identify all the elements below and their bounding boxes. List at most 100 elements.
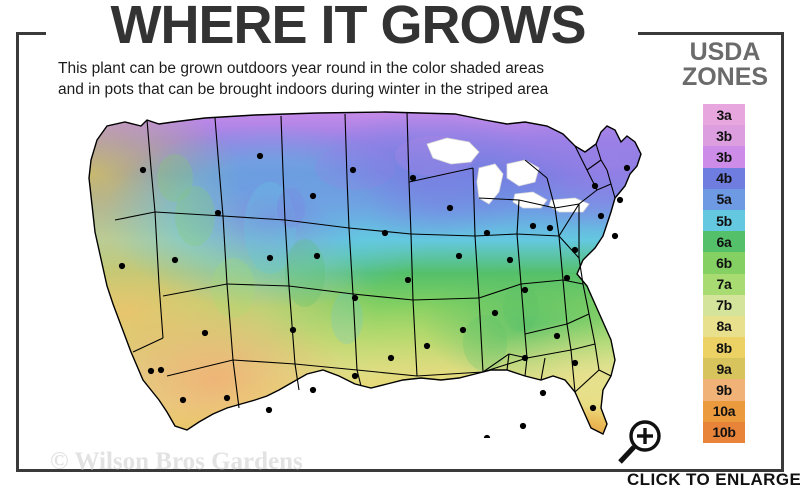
state-capital-dot	[214, 209, 222, 217]
map-zone-fills	[89, 112, 641, 434]
state-capital-dot	[289, 326, 297, 334]
legend-swatch-10a: 10a	[703, 400, 745, 422]
map-outlines	[88, 111, 642, 435]
state-capital-dot	[381, 229, 389, 237]
legend-swatch-10b: 10b	[703, 421, 745, 443]
click-to-enlarge-label[interactable]: CLICK TO ENLARGE	[627, 470, 800, 489]
legend-swatch-3b: 3b	[703, 146, 745, 168]
state-capital-dot	[309, 386, 317, 394]
map-svg[interactable]	[55, 108, 655, 438]
state-capital-dot	[483, 229, 491, 237]
page-title: WHERE IT GROWS	[110, 0, 587, 55]
state-capital-dot	[491, 309, 499, 317]
legend-swatch-9a: 9a	[703, 358, 745, 380]
state-capital-dot	[616, 196, 624, 204]
legend-swatch-3a: 3a	[703, 104, 745, 126]
subtitle-line-1: This plant can be grown outdoors year ro…	[58, 60, 544, 77]
state-capital-dot	[313, 252, 321, 260]
frame-border-bottom-right	[620, 469, 784, 472]
legend-swatch-label: 6b	[716, 254, 732, 271]
state-capital-dot	[506, 256, 514, 264]
legend-swatch-label: 5b	[716, 212, 732, 229]
state-capital-dot	[349, 166, 357, 174]
frame-border-right	[781, 32, 784, 472]
state-capital-dot	[459, 326, 467, 334]
legend-title-line-1: USDA	[689, 38, 761, 66]
state-capital-dot	[519, 422, 527, 430]
legend-swatch-4b: 4b	[703, 167, 745, 189]
legend-swatch-label: 8a	[716, 318, 732, 335]
state-capital-dot	[351, 294, 359, 302]
state-capital-dot	[387, 354, 395, 362]
state-capital-dot	[563, 274, 571, 282]
legend-swatch-6b: 6b	[703, 252, 745, 274]
state-capital-dot	[201, 329, 209, 337]
state-capital-dot	[597, 212, 605, 220]
state-capital-dot	[118, 262, 126, 270]
magnifier-plus-icon[interactable]	[612, 416, 668, 468]
legend-swatch-7b: 7b	[703, 294, 745, 316]
state-capital-dot	[309, 192, 317, 200]
state-capital-dot	[171, 256, 179, 264]
legend-swatch-label: 7b	[716, 297, 732, 314]
state-capital-dot	[404, 276, 412, 284]
legend-swatch-7a: 7a	[703, 273, 745, 295]
legend-swatch-label: 9a	[716, 360, 732, 377]
state-capital-dot	[589, 404, 597, 412]
legend-swatch-8b: 8b	[703, 337, 745, 359]
legend-swatch-label: 4b	[716, 170, 732, 187]
page-subtitle: This plant can be grown outdoors year ro…	[58, 58, 638, 100]
legend-swatch-label: 7a	[716, 276, 732, 293]
state-capital-dot	[455, 252, 463, 260]
legend-swatch-label: 3b	[716, 127, 732, 144]
state-capital-dot	[446, 204, 454, 212]
legend-title-line-2: ZONES	[681, 63, 769, 91]
legend-swatch-label: 10b	[712, 424, 736, 441]
usda-zone-map[interactable]	[55, 108, 655, 438]
state-capital-dot	[147, 367, 155, 375]
state-capital-dot	[179, 396, 187, 404]
legend-swatch-5b: 5b	[703, 209, 745, 232]
legend-swatch-label: 6a	[716, 233, 732, 250]
state-capital-dot	[553, 332, 561, 340]
state-capital-dot	[591, 182, 599, 190]
state-capital-dot	[539, 389, 547, 397]
legend-swatch-6a: 6a	[703, 231, 745, 253]
frame-border-top-right	[638, 32, 784, 35]
legend-swatch-3b: 3b	[703, 125, 745, 147]
legend-title: USDA ZONES	[660, 40, 790, 90]
state-capital-dot	[529, 222, 537, 230]
state-capital-dot	[157, 366, 165, 374]
legend-swatch-9b: 9b	[703, 379, 745, 401]
subtitle-line-2: and in pots that can be brought indoors …	[58, 81, 549, 98]
frame-border-left	[16, 32, 19, 472]
legend-swatch-label: 5a	[716, 191, 732, 208]
state-capital-dot	[571, 359, 579, 367]
legend-swatch-8a: 8a	[703, 315, 745, 338]
watermark: © Wilson Bros Gardens	[50, 448, 303, 475]
legend-swatch-label: 10a	[712, 403, 736, 420]
legend-swatch-label: 3b	[716, 148, 732, 165]
state-capital-dot	[483, 434, 491, 438]
state-capital-dot	[139, 166, 147, 174]
state-capital-dot	[265, 406, 273, 414]
frame-border-bottom-left	[16, 469, 620, 472]
state-capital-dot	[611, 232, 619, 240]
legend-swatch-5a: 5a	[703, 188, 745, 210]
state-capital-dots	[118, 152, 631, 438]
state-capital-dot	[423, 342, 431, 350]
state-capital-dot	[623, 164, 631, 172]
legend-swatch-label: 8b	[716, 339, 732, 356]
legend-swatch-list: 3a 3b 3b 4b 5a 5b 6a 6b 7a 7b 8a 8b 9a 9b 10a 10b	[703, 104, 745, 443]
state-capital-dot	[409, 174, 417, 182]
state-capital-dot	[351, 372, 359, 380]
state-capital-dot	[223, 394, 231, 402]
state-capital-dot	[256, 152, 264, 160]
state-capital-dot	[521, 354, 529, 362]
frame-border-top-left	[16, 32, 46, 35]
legend-swatch-label: 9b	[716, 382, 732, 399]
state-capital-dot	[521, 286, 529, 294]
state-capital-dot	[546, 224, 554, 232]
state-capital-dot	[266, 254, 274, 262]
